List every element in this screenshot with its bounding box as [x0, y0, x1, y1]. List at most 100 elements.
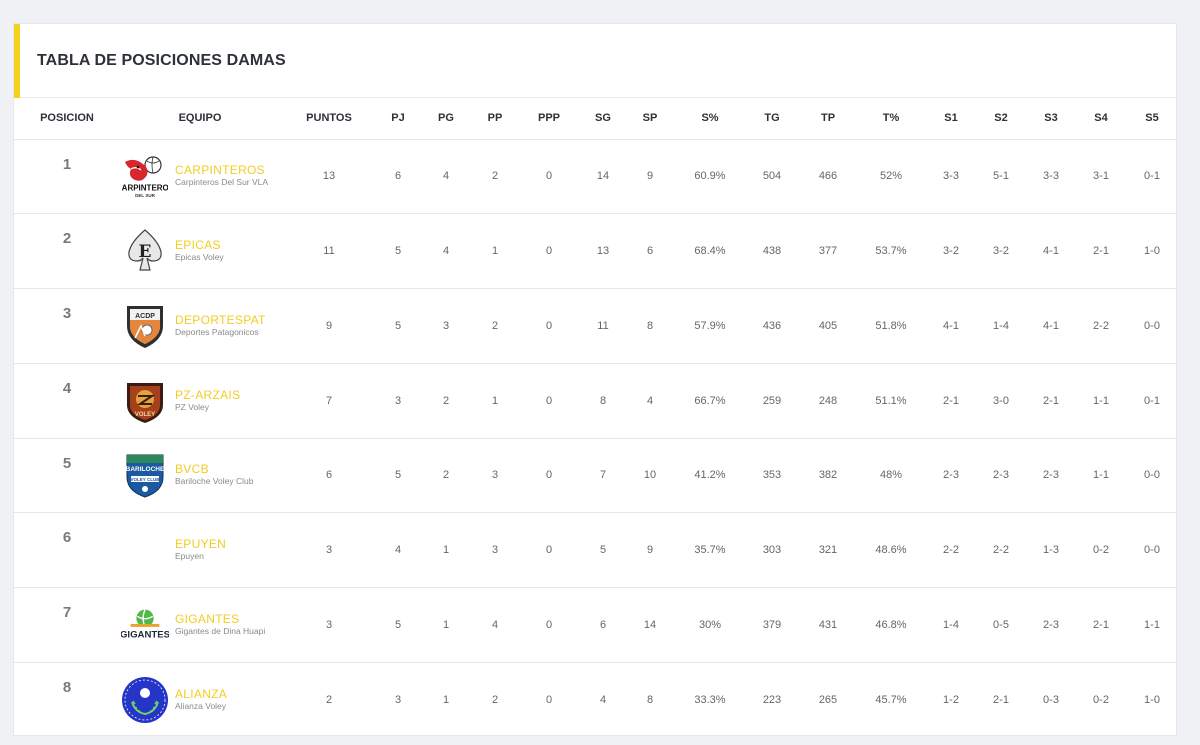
table-row: 6 EPUYEN Epuyen 3 4 1 3 0 5 9 35.7% 303 321 48.6% 2…	[14, 513, 1178, 588]
team-name-link[interactable]: CARPINTEROS	[175, 163, 265, 178]
ppp-cell: 0	[545, 319, 553, 332]
s5-cell: 1-1	[1144, 618, 1160, 631]
pj-cell: 3	[394, 394, 402, 407]
tg-cell: 436	[762, 319, 782, 332]
pp-cell: 3	[491, 544, 499, 557]
position-cell: 2	[62, 230, 72, 248]
col-s1[interactable]: S1	[926, 98, 976, 140]
svg-text:CARPINTEROS: CARPINTEROS	[122, 184, 168, 193]
team-cell: VOLEY PZ-ARZAIS PZ Voley	[120, 376, 280, 426]
pj-cell: 5	[394, 245, 402, 258]
sg-cell: 4	[599, 693, 607, 706]
team-name-link[interactable]: EPICAS	[175, 238, 221, 253]
position-cell: 7	[62, 604, 72, 621]
pj-cell: 6	[394, 170, 402, 183]
tp-cell: 405	[818, 319, 838, 332]
pj-cell: 5	[394, 469, 402, 482]
col-ppp[interactable]: PPP	[516, 98, 582, 140]
s1-cell: 4-1	[943, 319, 959, 332]
position-cell: 3	[62, 305, 72, 322]
s5-cell: 0-1	[1144, 170, 1160, 183]
tp-cell: 265	[818, 693, 838, 706]
sp-cell: 9	[646, 170, 654, 183]
svg-text:VOLEY CLUB: VOLEY CLUB	[131, 477, 161, 482]
s1-cell: 2-1	[943, 394, 959, 407]
s2-cell: 0-5	[993, 618, 1009, 631]
s4-cell: 1-1	[1093, 394, 1109, 407]
s4-cell: 0-2	[1093, 693, 1109, 706]
puntos-cell: 6	[325, 469, 333, 482]
ppp-cell: 0	[545, 394, 553, 407]
s3-cell: 3-3	[1043, 170, 1059, 183]
team-name-link[interactable]: DEPORTESPAT	[175, 312, 266, 327]
s3-cell: 4-1	[1043, 319, 1059, 332]
s-pct-cell: 57.9%	[694, 319, 726, 332]
tp-cell: 248	[818, 394, 838, 407]
position-cell: 1	[62, 155, 72, 173]
position-cell: 4	[62, 379, 72, 397]
col-equipo[interactable]: EQUIPO	[120, 98, 280, 140]
col-tp[interactable]: TP	[800, 98, 856, 140]
table-row: 5 BARILOCHE VOLEY CLUB BVCB Bariloche Vo…	[14, 438, 1178, 513]
col-sg[interactable]: SG	[582, 98, 624, 140]
col-pj[interactable]: PJ	[378, 98, 418, 140]
tp-cell: 431	[818, 618, 838, 631]
col-puntos[interactable]: PUNTOS	[280, 98, 378, 140]
s2-cell: 2-1	[993, 693, 1009, 706]
table-row: 1 CARPINTEROS DEL SUR CARPINTEROS Carpin…	[14, 139, 1178, 214]
pj-cell: 3	[394, 693, 402, 706]
s4-cell: 2-1	[1093, 245, 1109, 258]
col-s5[interactable]: S5	[1126, 98, 1178, 140]
sg-cell: 11	[597, 319, 609, 332]
team-name-link[interactable]: ALIANZA	[175, 686, 228, 701]
pg-cell: 4	[442, 170, 450, 183]
col-pg[interactable]: PG	[418, 98, 474, 140]
sg-cell: 14	[596, 170, 610, 183]
s5-cell: 0-0	[1144, 544, 1160, 557]
s4-cell: 2-2	[1093, 319, 1109, 332]
pg-cell: 1	[442, 544, 450, 557]
col-pp[interactable]: PP	[474, 98, 516, 140]
s1-cell: 3-3	[943, 170, 959, 183]
pj-cell: 5	[394, 319, 402, 332]
t-pct-cell: 52%	[879, 170, 903, 183]
puntos-cell: 9	[325, 319, 333, 332]
team-name-link[interactable]: BVCB	[175, 462, 209, 477]
tg-cell: 438	[762, 245, 782, 258]
card-header: TABLA DE POSICIONES DAMAS	[14, 24, 1176, 98]
col-sp[interactable]: SP	[624, 98, 676, 140]
s1-cell: 3-2	[943, 245, 959, 258]
sp-cell: 10	[643, 469, 657, 482]
team-name-link[interactable]: GIGANTES	[175, 611, 240, 626]
s1-cell: 1-2	[943, 693, 959, 706]
sg-cell: 8	[599, 394, 607, 407]
pp-cell: 2	[491, 319, 499, 332]
s2-cell: 3-0	[993, 394, 1009, 407]
s2-cell: 1-4	[993, 319, 1009, 332]
col-tg[interactable]: TG	[744, 98, 800, 140]
s-pct-cell: 68.4%	[694, 245, 726, 258]
col-s3[interactable]: S3	[1026, 98, 1076, 140]
col-s2[interactable]: S2	[976, 98, 1026, 140]
puntos-cell: 7	[325, 394, 333, 407]
svg-text:BARILOCHE: BARILOCHE	[126, 466, 165, 473]
team-logo-empty	[121, 526, 169, 574]
s4-cell: 3-1	[1093, 170, 1109, 183]
position-cell: 8	[62, 678, 72, 696]
team-name-link[interactable]: PZ-ARZAIS	[175, 387, 241, 402]
s4-cell: 0-2	[1093, 544, 1109, 557]
col-s-pct[interactable]: S%	[676, 98, 744, 140]
t-pct-cell: 45.7%	[875, 693, 907, 706]
pg-cell: 1	[442, 618, 450, 631]
s5-cell: 0-0	[1144, 469, 1160, 482]
s-pct-cell: 35.7%	[694, 544, 726, 557]
tg-cell: 353	[762, 469, 782, 482]
position-cell: 6	[62, 529, 72, 547]
table-row: 7 GIGANTES GIGANTES Gigantes de Dina Hua…	[14, 588, 1178, 663]
team-name-link[interactable]: EPUYEN	[175, 537, 227, 552]
col-s4[interactable]: S4	[1076, 98, 1126, 140]
col-posicion[interactable]: POSICION	[14, 98, 120, 140]
col-t-pct[interactable]: T%	[856, 98, 926, 140]
tg-cell: 379	[762, 618, 782, 631]
sp-cell: 14	[643, 618, 657, 631]
